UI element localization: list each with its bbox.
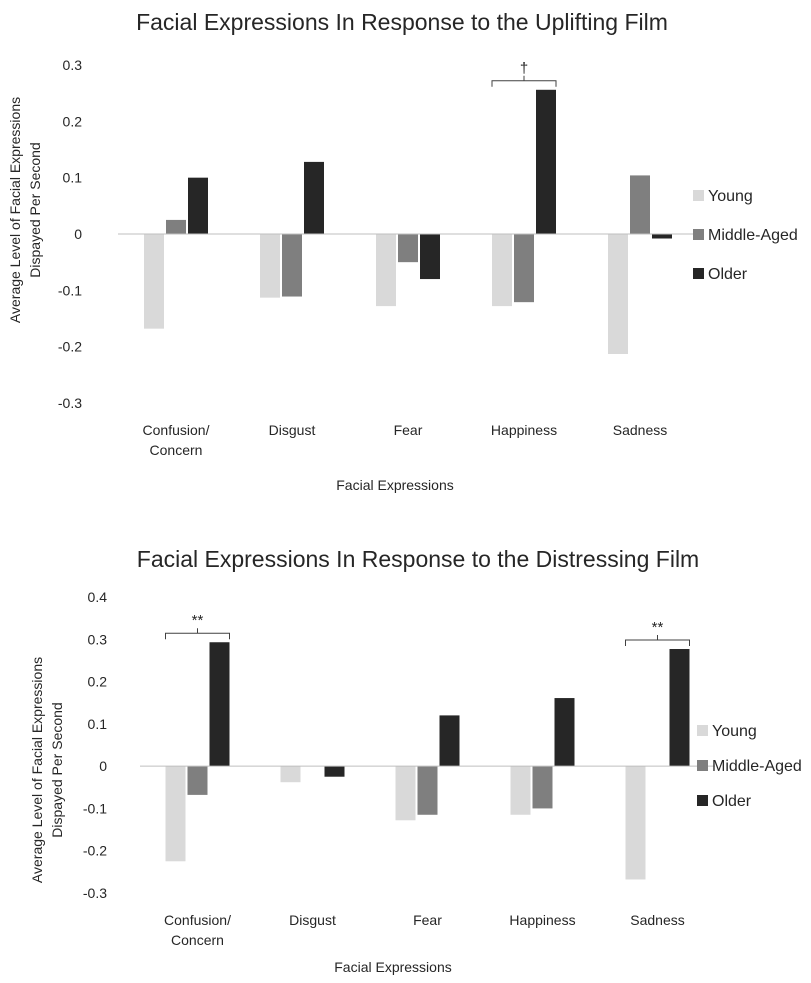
legend-label: Older [708,266,748,283]
chart-uplifting: Facial Expressions In Response to the Up… [7,9,798,493]
bar [395,766,416,821]
y-tick-label: 0.1 [63,170,83,186]
bar [625,766,646,880]
bar [554,698,575,767]
x-tick-label: Fear [413,912,442,928]
bar [492,234,512,307]
legend-swatch [697,725,708,736]
y-tick-label: -0.1 [83,800,107,816]
bar [630,175,650,234]
bar [669,649,690,767]
x-tick-label: Concern [150,442,203,458]
bar [376,234,396,307]
significance-marker: † [520,60,528,77]
y-tick-label: 0.3 [63,57,83,73]
y-tick-label: 0.1 [88,716,108,732]
legend-label: Older [712,793,752,810]
bar [652,234,672,239]
significance-annotations: † [491,60,557,87]
x-tick-label: Happiness [509,912,575,928]
chart-distressing: Facial Expressions In Response to the Di… [29,546,802,975]
bar [282,234,302,297]
legend: Young Middle-Aged Older [693,188,798,283]
bars [165,642,690,880]
y-axis-title-line-2: Dispayed Per Second [49,702,65,837]
y-axis-title-line-1: Average Level of Facial Expressions [29,657,45,883]
y-tick-label: -0.2 [83,843,107,859]
legend-swatch [693,229,704,240]
bar [510,766,531,815]
x-tick-label: Sadness [630,912,684,928]
chart-title: Facial Expressions In Response to the Up… [136,9,668,35]
y-tick-label: 0.2 [63,113,83,129]
x-tick-label: Concern [171,932,224,948]
y-tick-label: 0 [99,758,107,774]
bar [439,715,460,767]
chart-title: Facial Expressions In Response to the Di… [137,546,699,572]
y-tick-label: -0.2 [58,339,82,355]
legend-label: Young [712,723,757,740]
y-tick-label: 0.3 [88,631,108,647]
legend-swatch [697,795,708,806]
x-axis-ticks: Confusion/Concern Disgust Fear Happiness Sad… [164,912,685,948]
x-tick-label: Disgust [289,912,336,928]
significance-bracket [491,75,557,87]
significance-annotations: ** ** [165,612,690,647]
bar [260,234,280,298]
bar [304,161,324,234]
legend-swatch [693,190,704,201]
bar [324,766,345,777]
significance-marker: ** [192,612,204,629]
y-tick-label: 0 [74,226,82,242]
y-tick-label: 0.2 [88,674,108,690]
significance-bracket [165,628,230,640]
y-tick-label: -0.3 [58,395,82,411]
bar [280,766,301,783]
significance-bracket [625,635,690,647]
x-tick-label: Confusion/ [164,912,231,928]
y-tick-label: -0.1 [58,282,82,298]
x-tick-label: Fear [394,422,423,438]
x-axis-title: Facial Expressions [336,477,454,493]
bar [187,766,208,795]
significance-marker: ** [652,619,664,636]
x-tick-label: Sadness [613,422,667,438]
x-axis-ticks: Confusion/Concern Disgust Fear Happiness Sad… [143,422,668,458]
legend-label: Middle-Aged [712,758,802,775]
y-axis-ticks: -0.3 -0.2 -0.1 0 0.1 0.2 0.3 [58,57,82,411]
bar [420,234,440,280]
x-tick-label: Disgust [269,422,316,438]
bar [144,234,164,329]
bar [532,766,553,809]
bar [417,766,438,815]
x-tick-label: Happiness [491,422,557,438]
bar [398,234,418,263]
y-tick-label: 0.4 [88,589,108,605]
legend-swatch [697,760,708,771]
bar [608,234,628,354]
bar [209,642,230,767]
legend-label: Middle-Aged [708,227,798,244]
legend-swatch [693,268,704,279]
y-axis-title-line-2: Dispayed Per Second [27,142,43,277]
y-axis-ticks: -0.3 -0.2 -0.1 0 0.1 0.2 0.3 0.4 [83,589,107,901]
bar [514,234,534,303]
bar [188,177,208,234]
x-tick-label: Confusion/ [143,422,210,438]
bars [144,89,672,354]
bar [166,219,186,234]
y-tick-label: -0.3 [83,885,107,901]
x-axis-title: Facial Expressions [334,959,452,975]
y-axis-title-line-1: Average Level of Facial Expressions [7,97,23,323]
bar [536,89,556,234]
legend-label: Young [708,188,753,205]
bar [165,766,186,862]
legend: Young Middle-Aged Older [697,723,802,810]
